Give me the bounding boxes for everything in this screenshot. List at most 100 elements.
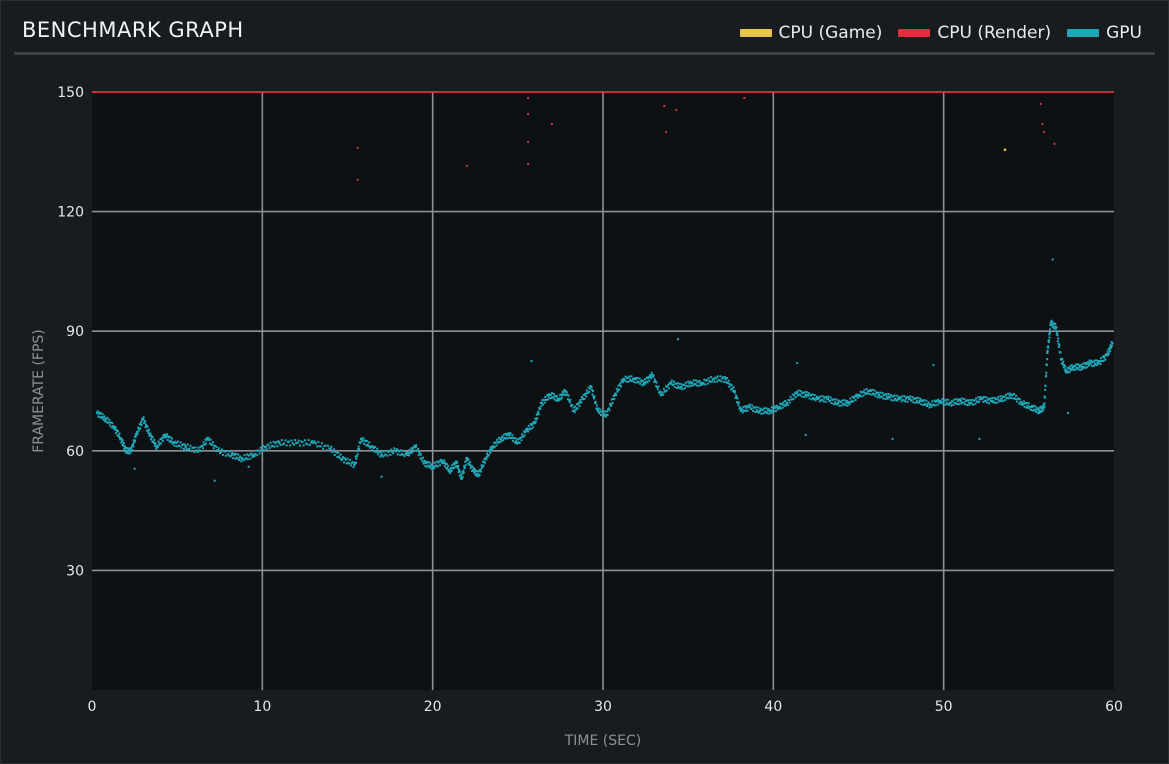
trace-point-gpu xyxy=(454,461,457,464)
trace-point-gpu xyxy=(519,436,522,439)
data-point-gpu xyxy=(867,389,870,393)
trace-point-gpu xyxy=(1018,402,1021,405)
trace-point-gpu xyxy=(878,396,881,399)
trace-point-gpu xyxy=(555,399,558,402)
trace-point-gpu xyxy=(633,381,636,384)
trace-point-gpu xyxy=(274,442,277,445)
trace-point-gpu xyxy=(709,380,712,383)
trace-point-gpu xyxy=(994,401,997,404)
trace-point-gpu xyxy=(314,442,317,445)
trace-point-gpu xyxy=(711,380,714,383)
trace-point-gpu xyxy=(656,386,659,389)
outlier-point-gpu xyxy=(213,479,216,482)
trace-point-gpu xyxy=(417,454,420,457)
trace-point-gpu xyxy=(487,454,490,457)
trace-point-gpu xyxy=(1087,364,1090,367)
trace-point-gpu xyxy=(929,403,932,406)
trace-point-gpu xyxy=(120,441,123,444)
trace-point-gpu xyxy=(1042,408,1045,411)
trace-point-gpu xyxy=(337,455,340,458)
trace-point-gpu xyxy=(991,397,994,400)
trace-point-gpu xyxy=(518,441,521,444)
trace-point-gpu xyxy=(437,461,440,464)
trace-point-gpu xyxy=(859,390,862,393)
trace-point-gpu xyxy=(223,450,226,453)
trace-point-gpu xyxy=(457,464,460,467)
trace-point-gpu xyxy=(604,415,607,418)
trace-point-gpu xyxy=(609,402,612,405)
trace-point-gpu xyxy=(1044,375,1047,378)
trace-point-gpu xyxy=(476,470,479,473)
trace-point-gpu xyxy=(220,448,223,451)
trace-point-gpu xyxy=(881,392,884,395)
trace-point-gpu xyxy=(744,405,747,408)
trace-point-gpu xyxy=(969,399,972,402)
trace-point-gpu xyxy=(500,440,503,443)
trace-point-gpu xyxy=(467,458,470,461)
data-point-gpu xyxy=(135,433,138,437)
trace-point-gpu xyxy=(430,463,433,466)
trace-point-gpu xyxy=(134,435,137,438)
trace-point-gpu xyxy=(1004,399,1007,402)
trace-point-gpu xyxy=(504,437,507,440)
trace-point-gpu xyxy=(1095,359,1098,362)
trace-point-gpu xyxy=(1071,368,1074,371)
y-axis-label: FRAMERATE (FPS) xyxy=(31,329,47,453)
trace-point-gpu xyxy=(114,426,117,429)
trace-point-gpu xyxy=(770,406,773,409)
trace-point-gpu xyxy=(613,398,616,401)
outlier-point-cpu-render xyxy=(356,178,359,181)
trace-point-gpu xyxy=(707,377,710,380)
data-point-gpu xyxy=(172,441,175,445)
trace-point-gpu xyxy=(568,401,571,404)
trace-point-gpu xyxy=(1022,403,1025,406)
trace-point-gpu xyxy=(428,461,431,464)
trace-point-gpu xyxy=(875,391,878,394)
data-point-gpu xyxy=(380,453,383,456)
trace-point-gpu xyxy=(122,442,125,445)
trace-point-gpu xyxy=(438,464,441,467)
trace-point-gpu xyxy=(1068,370,1071,373)
trace-point-gpu xyxy=(1066,370,1069,373)
trace-point-gpu xyxy=(103,415,106,418)
trace-point-gpu xyxy=(692,384,695,387)
trace-point-gpu xyxy=(621,381,624,384)
data-point-gpu xyxy=(370,445,373,449)
data-point-gpu xyxy=(898,397,901,401)
trace-point-gpu xyxy=(470,464,473,467)
trace-point-gpu xyxy=(572,406,575,409)
trace-point-gpu xyxy=(471,469,474,472)
trace-point-gpu xyxy=(333,454,336,457)
trace-point-gpu xyxy=(426,460,429,463)
trace-point-gpu xyxy=(900,400,903,403)
trace-point-gpu xyxy=(1009,392,1012,395)
trace-point-gpu xyxy=(772,405,775,408)
trace-point-gpu xyxy=(746,405,749,408)
trace-point-gpu xyxy=(701,383,704,386)
trace-point-gpu xyxy=(794,396,797,399)
trace-point-gpu xyxy=(497,441,500,444)
trace-point-gpu xyxy=(706,382,709,385)
trace-point-gpu xyxy=(249,457,252,460)
trace-point-gpu xyxy=(568,399,571,402)
trace-point-gpu xyxy=(198,449,201,452)
data-point-gpu xyxy=(264,445,267,449)
trace-point-gpu xyxy=(102,418,105,421)
trace-point-gpu xyxy=(815,395,818,398)
trace-point-gpu xyxy=(630,375,633,378)
trace-point-gpu xyxy=(1059,351,1062,354)
trace-point-gpu xyxy=(791,398,794,401)
trace-point-gpu xyxy=(269,441,272,444)
trace-point-gpu xyxy=(151,436,154,439)
trace-point-gpu xyxy=(734,390,737,393)
trace-point-gpu xyxy=(432,465,435,468)
trace-point-gpu xyxy=(710,376,713,379)
trace-point-gpu xyxy=(970,402,973,405)
trace-point-gpu xyxy=(1056,334,1059,337)
trace-point-gpu xyxy=(538,406,541,409)
trace-point-gpu xyxy=(527,424,530,427)
trace-point-gpu xyxy=(189,444,192,447)
trace-point-gpu xyxy=(1051,326,1054,329)
trace-point-gpu xyxy=(233,454,236,457)
trace-point-gpu xyxy=(289,444,292,447)
